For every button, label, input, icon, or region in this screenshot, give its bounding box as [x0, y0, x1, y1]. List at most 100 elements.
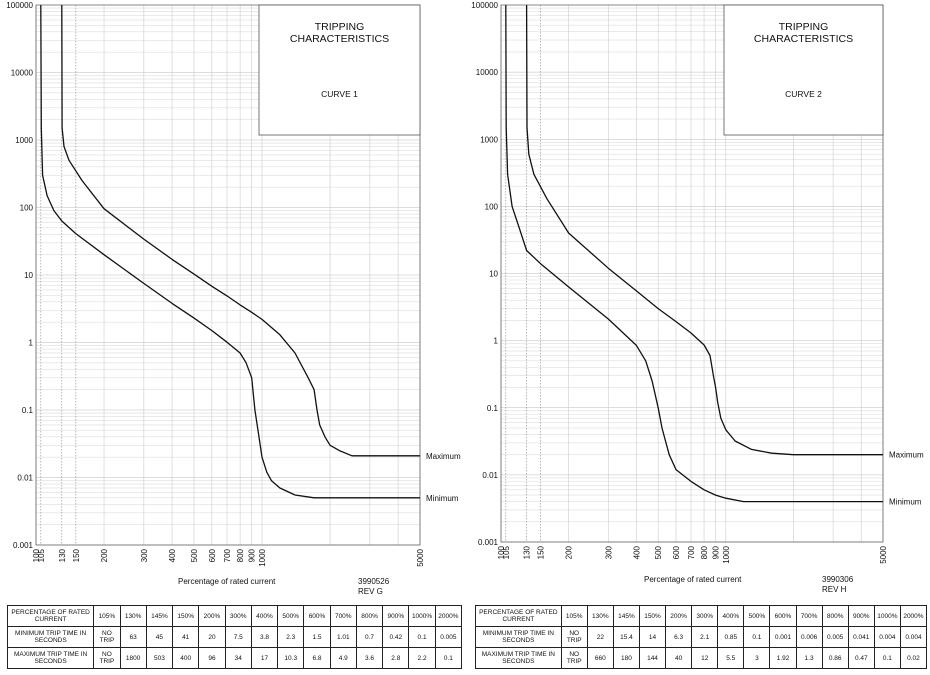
- table-cell: 0.85: [717, 626, 745, 648]
- grid: [35, 5, 421, 546]
- document-number-value: 3990306: [822, 575, 854, 584]
- y-tick-label: 10000: [476, 68, 499, 77]
- table-cell: 0.42: [382, 626, 410, 648]
- table-cell: NO TRIP: [93, 647, 121, 669]
- table-cell: 2.8: [382, 647, 410, 669]
- x-tick-label: 800: [236, 548, 245, 562]
- x-tick-label: 500: [654, 545, 663, 559]
- chart-title-line: CHARACTERISTICS: [754, 33, 853, 45]
- table-cell: 800%: [821, 605, 849, 627]
- table-row: MAXIMUM TRIP TIME IN SECONDS NO TRIP 1800 5…: [6, 647, 463, 669]
- table-cell: 0.7: [355, 626, 384, 648]
- table-cell: 2.3: [277, 626, 305, 648]
- table-cell: 144: [638, 647, 667, 669]
- table-cell: 150%: [638, 605, 667, 627]
- plot-frame: [35, 4, 421, 546]
- table-cell: 2000%: [899, 605, 928, 627]
- y-tick-label: 100000: [6, 1, 33, 10]
- table-cell: 0.1: [743, 626, 771, 648]
- series-line-maximum: [61, 4, 420, 457]
- title-box-frame: [258, 4, 421, 136]
- table-cell: 0.02: [899, 647, 928, 669]
- y-tick-label: 1000: [15, 136, 33, 145]
- row-label-cell: MINIMUM TRIP TIME IN SECONDS: [6, 626, 95, 648]
- table-cell: 96: [198, 647, 226, 669]
- x-tick-label: 100: [32, 548, 41, 562]
- series-label-maximum: Maximum: [889, 451, 924, 460]
- x-tick-label: 200: [565, 545, 574, 559]
- table-cell: 700%: [795, 605, 823, 627]
- table-cell: 12: [691, 647, 719, 669]
- table-cell: 0.041: [847, 626, 875, 648]
- table-cell: 17: [250, 647, 279, 669]
- trip-time-table: PERCENTAGE OF RATED CURRENT 105% 130% 145% 1…: [6, 605, 463, 669]
- title-box-frame: [723, 4, 884, 136]
- table-cell: 2.2: [408, 647, 436, 669]
- table-cell: 145%: [612, 605, 640, 627]
- table-cell: NO TRIP: [560, 647, 588, 669]
- revision-label: REV H: [822, 585, 847, 594]
- plot-frame: [500, 4, 884, 543]
- series-label-maximum: Maximum: [426, 452, 461, 461]
- series-label-minimum: Minimum: [426, 494, 459, 503]
- chart-title: TRIPPING CHARACTERISTICS: [754, 21, 853, 45]
- y-tick-label: 100: [485, 202, 499, 211]
- y-tick-label: 100000: [471, 1, 498, 10]
- table-header-row: PERCENTAGE OF RATED CURRENT 105% 130% 145% 1…: [475, 605, 928, 627]
- table-cell: 400: [172, 647, 200, 669]
- table-cell: 1.5: [303, 626, 331, 648]
- table-cell: 4.9: [329, 647, 357, 669]
- table-cell: 180: [612, 647, 640, 669]
- table-cell: 1.01: [329, 626, 357, 648]
- table-cell: 1000%: [408, 605, 436, 627]
- y-tick-label: 10: [489, 270, 498, 279]
- table-cell: 800%: [355, 605, 384, 627]
- chart-title-line: TRIPPING: [779, 21, 829, 33]
- x-tick-label: 130: [523, 545, 532, 559]
- row-label-cell: MINIMUM TRIP TIME IN SECONDS: [475, 626, 562, 648]
- table-cell: 0.006: [795, 626, 823, 648]
- x-tick-label: 150: [72, 548, 81, 562]
- table-cell: 200%: [665, 605, 693, 627]
- x-axis-label: Percentage of rated current: [644, 575, 742, 584]
- table-cell: 130%: [586, 605, 614, 627]
- x-tick-label: 105: [37, 548, 46, 562]
- x-tick-label: 300: [604, 545, 613, 559]
- table-cell: 600%: [769, 605, 797, 627]
- chart-panel-curve-2: 100000 10000 1000 100 10 1 0.1 0.01 0.001 100 105 1…: [465, 0, 930, 675]
- x-tick-label: 5000: [879, 545, 888, 563]
- x-tick-label: 100: [497, 545, 506, 559]
- x-tick-label: 105: [502, 545, 511, 559]
- row-label-cell: MAXIMUM TRIP TIME IN SECONDS: [475, 647, 562, 669]
- table-cell: 105%: [93, 605, 121, 627]
- x-tick-label: 1000: [258, 548, 267, 566]
- table-cell: 700%: [329, 605, 357, 627]
- table-cell: 0.005: [821, 626, 849, 648]
- table-cell: 0.005: [434, 626, 463, 648]
- table-cell: 0.86: [821, 647, 849, 669]
- table-cell: 0.004: [899, 626, 928, 648]
- x-tick-label: 130: [58, 548, 67, 562]
- table-cell: 0.1: [434, 647, 463, 669]
- chart-title-line: CHARACTERISTICS: [290, 33, 389, 45]
- x-tick-label: 400: [168, 548, 177, 562]
- table-cell: 660: [586, 647, 614, 669]
- table-row: MINIMUM TRIP TIME IN SECONDS NO TRIP 22 15.…: [475, 626, 928, 648]
- table-cell: 300%: [224, 605, 252, 627]
- y-tick-label: 0.1: [22, 406, 34, 415]
- y-tick-label: 100: [20, 204, 34, 213]
- chart-title: TRIPPING CHARACTERISTICS: [290, 21, 389, 45]
- table-cell: 3.6: [355, 647, 384, 669]
- table-cell: 300%: [691, 605, 719, 627]
- table-cell: 503: [145, 647, 174, 669]
- document-number: 3990306 REV H: [822, 575, 853, 595]
- table-cell: 5.5: [717, 647, 745, 669]
- y-tick-label: 0.1: [487, 404, 499, 413]
- y-tick-label: 0.001: [13, 541, 34, 550]
- y-tick-label: 0.001: [478, 538, 499, 547]
- table-cell: 150%: [172, 605, 200, 627]
- row-label-cell: PERCENTAGE OF RATED CURRENT: [6, 605, 95, 627]
- x-tick-label: 500: [190, 548, 199, 562]
